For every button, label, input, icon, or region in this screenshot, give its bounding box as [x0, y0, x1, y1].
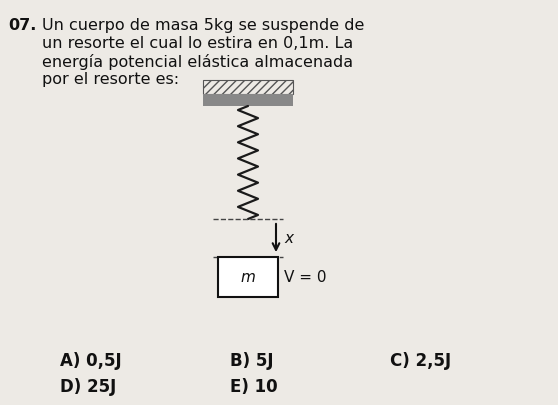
Text: E) 10: E) 10 — [230, 377, 278, 395]
Text: A) 0,5J: A) 0,5J — [60, 351, 122, 369]
Text: Un cuerpo de masa 5kg se suspende de: Un cuerpo de masa 5kg se suspende de — [42, 18, 364, 33]
Text: C) 2,5J: C) 2,5J — [390, 351, 451, 369]
Bar — [203, 81, 293, 95]
Text: un resorte el cual lo estira en 0,1m. La: un resorte el cual lo estira en 0,1m. La — [42, 36, 353, 51]
Bar — [218, 257, 278, 297]
Text: V = 0: V = 0 — [284, 270, 326, 285]
Text: 07.: 07. — [8, 18, 36, 33]
Text: energía potencial elástica almacenada: energía potencial elástica almacenada — [42, 54, 353, 70]
Bar — [203, 95, 293, 107]
Text: por el resorte es:: por el resorte es: — [42, 72, 179, 87]
Text: D) 25J: D) 25J — [60, 377, 116, 395]
Text: B) 5J: B) 5J — [230, 351, 273, 369]
Text: m: m — [240, 270, 256, 285]
Text: x: x — [284, 231, 293, 246]
